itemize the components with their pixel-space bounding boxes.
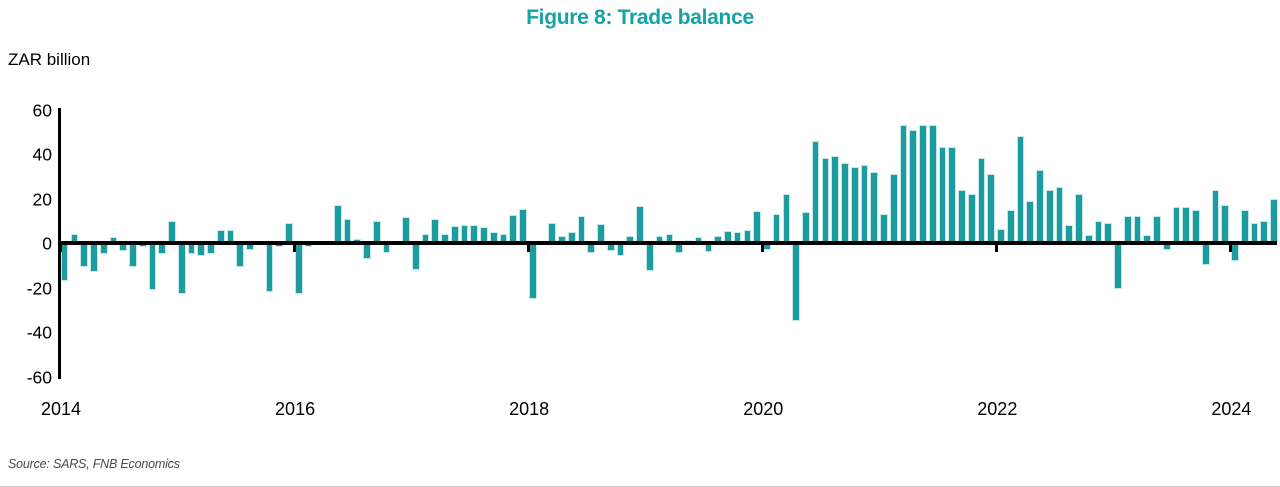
x-tick-mark [59, 244, 62, 252]
x-tick-mark [761, 244, 765, 252]
bar [333, 205, 342, 243]
x-tick-label: 2024 [1211, 399, 1252, 419]
bar [860, 165, 869, 243]
bar [928, 125, 937, 243]
y-tick-label: 0 [42, 233, 52, 254]
bar [343, 218, 352, 243]
x-tick-mark [1229, 244, 1233, 252]
bar [285, 222, 293, 243]
x-tick-label: 2022 [977, 399, 1018, 419]
bar [509, 215, 518, 243]
bar [967, 194, 976, 243]
bar [1123, 216, 1132, 243]
bar [1016, 136, 1025, 243]
bar [548, 222, 557, 243]
bar [1192, 209, 1200, 243]
bar [938, 147, 947, 243]
bar [1260, 220, 1269, 243]
x-tick-label: 2014 [40, 399, 82, 419]
bar [1182, 207, 1191, 243]
bar [1026, 200, 1035, 243]
source-note: Source: SARS, FNB Economics [8, 457, 180, 471]
bar [411, 243, 420, 270]
bar [402, 217, 410, 243]
bar [1045, 189, 1054, 243]
bar [1172, 207, 1181, 243]
bar [909, 129, 918, 243]
bar [636, 206, 644, 243]
bar [1055, 187, 1064, 243]
bar [1221, 205, 1230, 243]
bar [1211, 189, 1220, 243]
bar [577, 216, 586, 243]
bar [831, 156, 839, 243]
bar [1201, 243, 1210, 266]
bar [236, 243, 245, 268]
y-tick-label: -40 [26, 322, 52, 343]
bar [753, 210, 761, 243]
x-tick-mark [527, 244, 531, 252]
bar [1153, 216, 1161, 243]
bar [987, 174, 996, 243]
bar [1133, 216, 1142, 243]
bar [1094, 220, 1103, 243]
x-tick-mark [293, 244, 297, 252]
bar [168, 220, 176, 243]
bar [197, 243, 206, 257]
bar [363, 243, 371, 259]
bar [782, 194, 791, 243]
bar [1036, 169, 1044, 243]
bar [899, 125, 908, 243]
bar [1114, 243, 1122, 289]
bar [889, 174, 898, 243]
bar [1006, 209, 1015, 243]
bar [431, 218, 440, 243]
bar [772, 214, 781, 243]
bar [80, 243, 88, 268]
bar [616, 243, 625, 257]
bar [870, 171, 878, 243]
bar [129, 243, 137, 268]
bar [1250, 222, 1259, 243]
bar [1240, 209, 1249, 243]
bar [802, 211, 810, 243]
chart-title: Figure 8: Trade balance [526, 6, 754, 29]
x-tick-label: 2016 [275, 399, 316, 419]
bar [811, 140, 820, 243]
bar [177, 243, 186, 295]
bar [919, 125, 927, 243]
bar [880, 214, 888, 243]
bar [792, 243, 800, 321]
bar [1270, 198, 1278, 243]
x-tick-label: 2020 [743, 399, 784, 419]
bar [1075, 194, 1083, 243]
bar [821, 158, 830, 243]
y-tick-label: 20 [32, 189, 52, 209]
bar [841, 162, 849, 243]
zero-baseline [58, 241, 1277, 245]
bar [372, 220, 381, 243]
y-tick-label: 40 [32, 144, 52, 165]
bar [148, 243, 157, 290]
bar [519, 208, 527, 243]
y-tick-label: -60 [26, 367, 52, 387]
y-axis-unit-label: ZAR billion [8, 50, 91, 69]
bar [977, 158, 986, 243]
bar [1104, 222, 1113, 243]
bar [850, 167, 859, 243]
bar [645, 243, 654, 271]
x-tick-label: 2018 [509, 399, 550, 419]
bar [265, 243, 274, 292]
y-tick-label: 60 [32, 100, 52, 120]
bar [90, 243, 98, 272]
bar [948, 147, 957, 243]
x-tick-mark [995, 244, 999, 252]
y-tick-label: -20 [26, 278, 52, 298]
bar [958, 189, 966, 243]
